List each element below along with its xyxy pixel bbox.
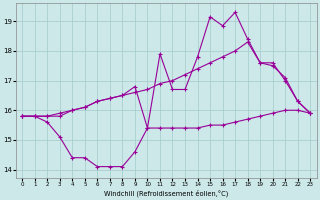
X-axis label: Windchill (Refroidissement éolien,°C): Windchill (Refroidissement éolien,°C) [104, 189, 228, 197]
